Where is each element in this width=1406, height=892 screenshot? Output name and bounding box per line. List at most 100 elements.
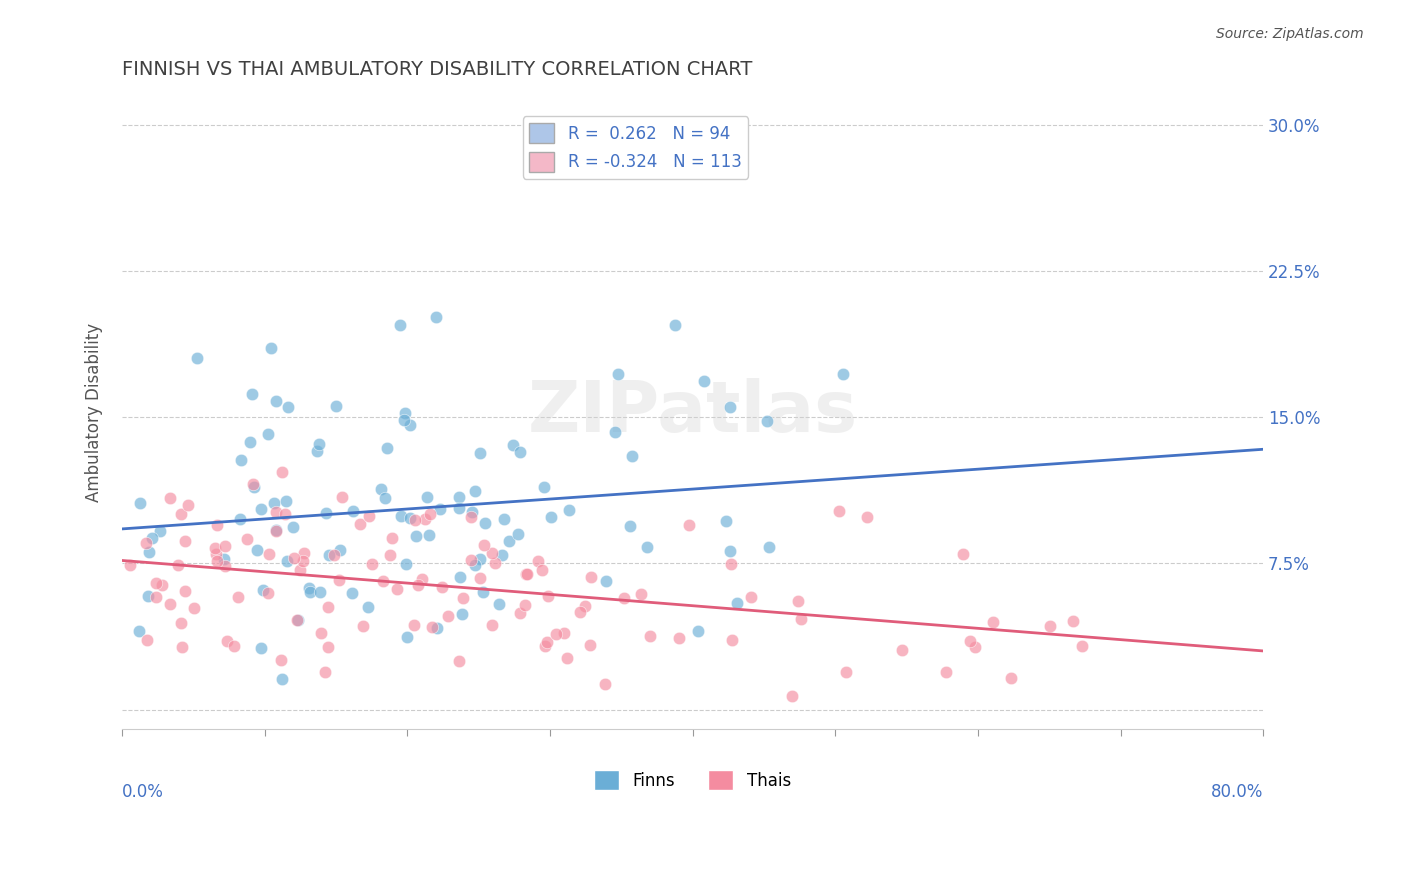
Finns [426,621,449,635]
Thais [515,567,537,582]
Finns [405,528,427,542]
Thais [460,552,482,566]
Thais [314,665,336,679]
Finns [138,545,160,559]
Finns [488,597,510,611]
Finns [318,548,340,562]
Thais [373,574,395,589]
Finns [246,542,269,557]
Thais [353,618,375,632]
Thais [965,640,987,655]
Finns [472,585,495,599]
Thais [404,513,426,527]
Thais [285,614,308,628]
Finns [388,318,411,332]
Finns [389,508,412,523]
Thais [474,538,496,552]
Thais [266,505,288,519]
Thais [174,533,197,548]
Thais [569,605,592,619]
Finns [718,401,741,415]
Thais [415,511,437,525]
Finns [418,528,440,542]
Thais [668,631,690,645]
Finns [468,446,491,460]
Thais [721,633,744,648]
Finns [128,495,150,509]
Finns [468,551,491,566]
Thais [553,625,575,640]
Thais [318,600,340,615]
Text: Source: ZipAtlas.com: Source: ZipAtlas.com [1216,27,1364,41]
Finns [374,491,396,506]
Finns [252,583,274,598]
Finns [686,624,709,639]
Thais [323,548,346,562]
Finns [240,387,263,401]
Finns [298,584,321,599]
Finns [307,443,329,458]
Finns [498,534,520,549]
Thais [640,629,662,643]
Thais [447,654,470,668]
Finns [509,445,531,459]
Thais [1039,619,1062,633]
Finns [464,484,486,499]
Finns [416,490,439,504]
Finns [502,437,524,451]
Finns [229,452,252,467]
Finns [492,512,515,526]
Thais [430,580,453,594]
Thais [630,586,652,600]
Thais [740,590,762,604]
Thais [270,653,292,667]
Thais [574,599,596,613]
Thais [205,554,228,568]
Thais [214,558,236,573]
Finns [450,607,472,621]
Finns [449,570,471,584]
Thais [513,598,536,612]
Finns [464,558,486,573]
Thais [536,635,558,649]
Finns [832,367,855,381]
Thais [120,558,142,572]
Y-axis label: Ambulatory Disability: Ambulatory Disability [86,323,103,502]
Thais [177,498,200,512]
Thais [145,590,167,604]
Finns [398,510,420,524]
Thais [981,615,1004,629]
Thais [537,589,560,603]
Finns [229,511,252,525]
Finns [260,341,283,355]
Finns [250,501,273,516]
Finns [356,599,378,614]
Thais [531,563,554,577]
Finns [449,490,471,504]
Finns [718,544,741,558]
Finns [557,503,579,517]
Thais [214,540,236,554]
Finns [636,541,658,555]
Finns [620,449,643,463]
Thais [420,620,443,634]
Thais [613,591,636,605]
Thais [145,576,167,591]
Thais [205,548,228,562]
Thais [235,533,257,547]
Thais [402,618,425,632]
Finns [396,630,419,644]
Thais [1062,614,1084,628]
Thais [828,504,851,518]
Finns [342,586,364,600]
Thais [481,618,503,632]
Thais [516,567,538,582]
Thais [378,548,401,562]
Legend: Finns, Thais: Finns, Thais [588,764,797,797]
Finns [128,624,150,638]
Thais [205,517,228,532]
Finns [508,526,530,541]
Thais [271,465,294,479]
Finns [276,494,298,508]
Thais [288,563,311,577]
